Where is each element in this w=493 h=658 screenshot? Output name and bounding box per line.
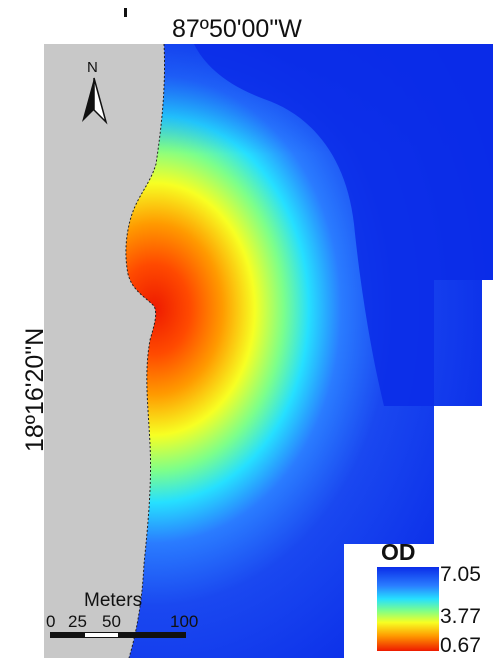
- north-arrow-left-half: [82, 78, 94, 122]
- longitude-label: 87º50'00"W: [172, 15, 302, 43]
- legend-color-ramp: [377, 567, 439, 651]
- north-letter: N: [87, 59, 98, 76]
- scale-tick-0: 0: [46, 612, 56, 631]
- scale-bar-segments: [50, 632, 186, 638]
- land-area: [44, 44, 165, 658]
- legend-mid-value: 3.77: [440, 605, 481, 628]
- scale-segment-3: [118, 633, 185, 637]
- od-map-svg[interactable]: [44, 44, 493, 658]
- map-frame[interactable]: [44, 44, 493, 658]
- scale-bar-unit: Meters: [84, 590, 143, 611]
- north-arrow-right-half: [93, 77, 108, 125]
- legend: OD 7.05 3.77 0.67: [343, 535, 493, 658]
- deep-water-zone: [194, 44, 493, 406]
- scale-bar: Meters 0 25 50 100: [46, 590, 220, 640]
- north-arrow-icon: [82, 77, 108, 125]
- scale-segment-2: [84, 633, 118, 637]
- scale-tick-25: 25: [68, 612, 87, 631]
- no-data-region: [344, 280, 493, 658]
- scale-tick-100: 100: [170, 612, 199, 631]
- scale-segment-1: [51, 633, 85, 637]
- legend-max-value: 7.05: [440, 563, 481, 586]
- map-tick-mark: [124, 8, 127, 17]
- coastline: [125, 44, 166, 658]
- legend-title: OD: [381, 539, 416, 565]
- scale-tick-50: 50: [102, 612, 121, 631]
- north-arrow: N: [76, 60, 112, 130]
- legend-min-value: 0.67: [440, 634, 481, 657]
